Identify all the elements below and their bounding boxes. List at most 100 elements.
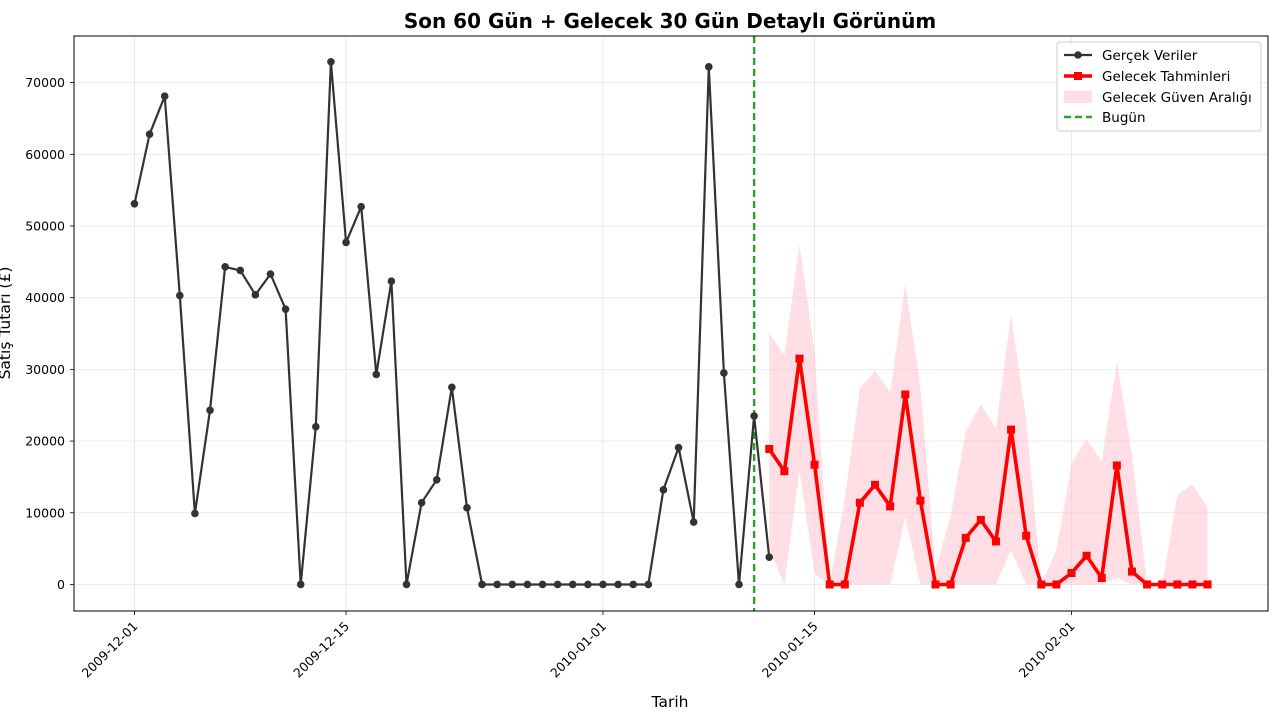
actual-point (674, 443, 683, 452)
y-tick-label: 30000 (25, 362, 65, 377)
y-tick-label: 70000 (25, 75, 65, 90)
actual-point (175, 291, 184, 300)
actual-point (508, 580, 517, 589)
chart-title: Son 60 Gün + Gelecek 30 Gün Detaylı Görü… (404, 9, 936, 33)
actual-point (357, 202, 365, 211)
actual-point (145, 130, 154, 139)
actual-point (130, 199, 139, 208)
actual-point (372, 370, 381, 379)
actual-point (327, 58, 335, 66)
y-tick-label: 50000 (25, 218, 65, 233)
legend-interval-swatch (1064, 91, 1092, 103)
forecast-point (916, 496, 925, 505)
actual-point (720, 369, 728, 377)
actual-point (206, 406, 214, 415)
forecast-point (901, 390, 910, 399)
forecast-point (855, 498, 864, 507)
legend-actual-marker (1074, 51, 1082, 59)
actual-point (387, 277, 396, 285)
actual-point (448, 383, 456, 392)
actual-point (342, 238, 350, 247)
forecast-point (1188, 580, 1197, 589)
confidence-band (769, 244, 1208, 585)
forecast-point (1112, 461, 1121, 470)
forecast-point (871, 480, 880, 489)
actual-point (644, 580, 653, 589)
actual-point (735, 580, 743, 589)
actual-point (432, 475, 441, 484)
x-axis-ticks: 2009-12-01 2009-12-15 2010-01-01 2010-01-15… (79, 611, 1078, 680)
actual-point (599, 580, 607, 589)
actual-point (659, 486, 668, 494)
x-tick-label: 2010-02-01 (1016, 619, 1078, 681)
actual-point (493, 580, 501, 589)
forecast-point (1158, 580, 1167, 589)
forecast-point (976, 515, 985, 524)
y-tick-label: 20000 (25, 434, 65, 449)
y-tick-label: 60000 (25, 147, 65, 162)
forecast-point (1007, 425, 1016, 434)
legend-forecast-marker (1074, 72, 1082, 80)
legend-label: Gelecek Tahminleri (1102, 69, 1230, 85)
y-axis-ticks: 0 10000 20000 30000 40000 50000 60000 70000 (25, 75, 74, 592)
series-lines (133, 60, 1208, 587)
series-markers (130, 58, 1212, 589)
x-axis-label: Tarih (651, 693, 689, 711)
actual-point (704, 63, 713, 71)
actual-point (614, 580, 622, 589)
actual-point (221, 263, 229, 271)
forecast-point (946, 580, 955, 589)
actual-point (266, 270, 275, 278)
actual-point (765, 553, 774, 562)
actual-point (281, 305, 290, 313)
y-tick-label: 10000 (25, 505, 65, 520)
x-tick-label: 2009-12-01 (79, 619, 141, 681)
forecast-point (765, 444, 774, 453)
legend-label: Gerçek Veriler (1102, 48, 1198, 64)
x-tick-label: 2009-12-15 (290, 619, 352, 681)
actual-point (160, 92, 169, 101)
forecast-point (795, 354, 804, 363)
actual-point (478, 580, 486, 589)
actual-point (191, 509, 199, 518)
actual-point (568, 580, 577, 589)
actual-point (236, 266, 245, 275)
forecast-point (1082, 551, 1091, 560)
forecast-point (1097, 574, 1106, 583)
actual-point (402, 580, 411, 589)
forecast-point (1173, 580, 1182, 589)
actual-point (538, 580, 547, 589)
actual-point (312, 422, 320, 431)
actual-point (553, 580, 562, 589)
actual-point (750, 412, 758, 420)
y-tick-label: 40000 (25, 290, 65, 305)
actual-point (584, 580, 592, 589)
actual-point (296, 580, 305, 589)
forecast-point (991, 537, 1000, 546)
forecast-point (1203, 580, 1212, 589)
forecast-point (886, 502, 895, 511)
forecast-point (1052, 580, 1061, 589)
actual-line (133, 60, 771, 586)
legend-label: Bugün (1102, 110, 1146, 126)
forecast-point (780, 467, 789, 476)
actual-point (523, 580, 532, 589)
actual-point (463, 503, 471, 512)
confidence-band-layer (769, 244, 1208, 585)
forecast-point (1022, 531, 1031, 540)
forecast-point (825, 580, 834, 589)
y-tick-label: 0 (57, 577, 65, 592)
forecast-point (1037, 580, 1046, 589)
actual-point (689, 518, 698, 526)
legend: Gerçek Veriler Gelecek Tahminleri Gelecek … (1056, 41, 1262, 132)
forecast-point (810, 460, 819, 469)
forecast-point (1127, 567, 1136, 576)
y-axis-label: Satış Tutarı (£) (0, 267, 14, 380)
forecast-point (840, 580, 849, 589)
legend-label: Gelecek Güven Aralığı (1102, 90, 1252, 106)
actual-point (251, 291, 260, 299)
x-tick-label: 2010-01-15 (759, 619, 821, 681)
plot-frame (73, 35, 1269, 612)
forecast-point (961, 533, 970, 542)
